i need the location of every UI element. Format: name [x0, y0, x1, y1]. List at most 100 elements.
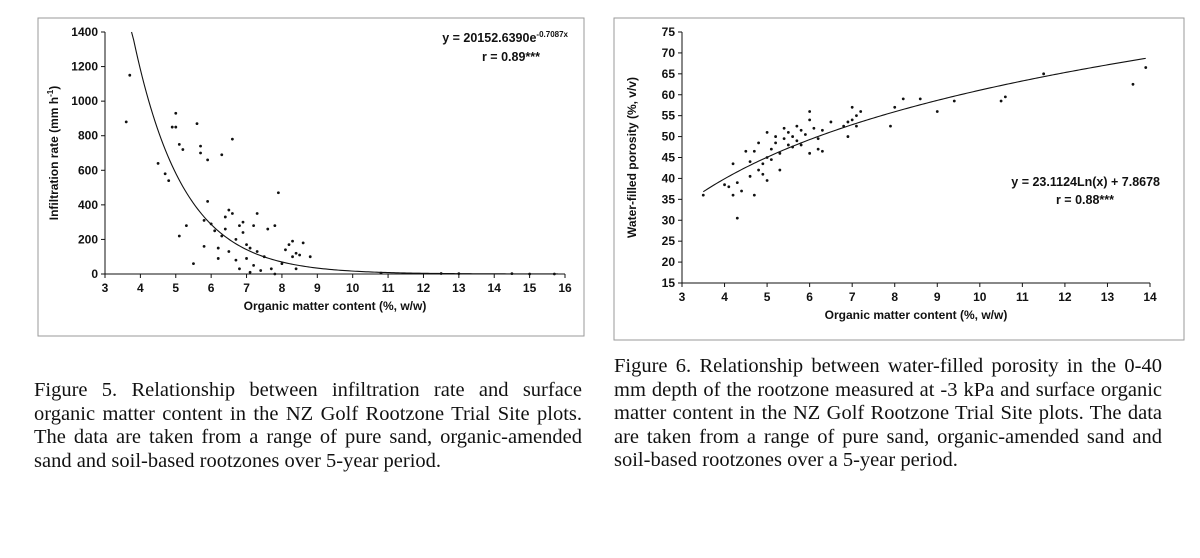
- data-point: [774, 135, 777, 138]
- data-point: [859, 110, 863, 113]
- figure-5-caption: Figure 5. Relationship between infiltrat…: [34, 379, 582, 472]
- data-point: [255, 212, 259, 215]
- y-axis-label: Water-filled porosity (%, v/v): [625, 77, 639, 238]
- x-axis-label: Organic matter content (%, w/w): [244, 299, 427, 313]
- data-point: [999, 99, 1003, 103]
- y-tick-label: 1200: [71, 60, 98, 74]
- data-point: [1042, 72, 1046, 76]
- x-tick-label: 15: [523, 281, 537, 295]
- data-point: [184, 224, 188, 228]
- data-point: [757, 141, 760, 145]
- data-point: [181, 148, 185, 151]
- data-point: [918, 97, 922, 101]
- chart-frame: [37, 17, 585, 337]
- data-point: [213, 229, 217, 233]
- data-point: [765, 179, 769, 182]
- x-tick-label: 5: [764, 290, 771, 304]
- data-point: [252, 224, 256, 228]
- data-point: [245, 257, 248, 260]
- data-point: [206, 158, 210, 162]
- data-point: [786, 143, 790, 147]
- data-point: [223, 215, 227, 219]
- data-point: [701, 193, 705, 197]
- y-tick-label: 600: [78, 163, 98, 177]
- data-point: [170, 125, 174, 129]
- r-value-label: r = 0.89***: [482, 50, 540, 64]
- data-point: [761, 162, 765, 166]
- data-point: [192, 262, 195, 266]
- x-tick-label: 10: [346, 281, 360, 295]
- data-point: [808, 151, 812, 155]
- data-point: [727, 185, 731, 189]
- data-point: [238, 267, 241, 271]
- data-point: [269, 267, 273, 271]
- data-point: [298, 253, 302, 257]
- data-point: [935, 110, 939, 113]
- data-point: [761, 172, 765, 176]
- data-point: [735, 181, 739, 185]
- data-point: [846, 120, 850, 124]
- data-point: [821, 128, 824, 132]
- data-point: [1003, 95, 1007, 99]
- data-point: [752, 149, 756, 153]
- figure-5: 0 200 400 600 800 1000 1200 1400 3 4 5 6 7 8 9 10 11 12 13…: [34, 17, 585, 472]
- data-point: [808, 110, 812, 113]
- data-point: [234, 238, 238, 241]
- chart-frame: [613, 17, 1185, 341]
- data-point: [177, 234, 181, 238]
- data-point: [294, 251, 298, 255]
- data-point: [816, 137, 820, 141]
- data-point: [276, 191, 280, 195]
- data-point: [795, 124, 799, 128]
- data-point: [174, 125, 178, 129]
- data-point: [952, 99, 956, 103]
- equation-label: y = 20152.6390e-0.7087x: [442, 30, 568, 45]
- x-tick-label: 14: [488, 281, 502, 295]
- x-tick-label: 9: [934, 290, 941, 304]
- data-point: [552, 272, 556, 276]
- data-point: [782, 137, 786, 141]
- data-point: [850, 118, 854, 122]
- x-tick-label: 12: [417, 281, 431, 295]
- data-point: [846, 135, 850, 138]
- x-tick-label: 6: [208, 281, 215, 295]
- data-point: [855, 114, 858, 118]
- data-point: [301, 241, 305, 245]
- data-point: [252, 263, 256, 267]
- infiltration-chart: 0 200 400 600 800 1000 1200 1400 3 4 5 6 7 8 9 10 11 12 13…: [37, 17, 585, 337]
- data-point: [808, 118, 812, 122]
- y-tick-label: 20: [662, 255, 676, 269]
- data-point: [262, 255, 266, 259]
- data-point: [156, 161, 160, 165]
- y-tick-label: 1400: [71, 25, 98, 39]
- x-tick-label: 7: [849, 290, 856, 304]
- y-tick-label: 30: [662, 213, 676, 227]
- x-tick-label: 11: [1016, 290, 1029, 304]
- data-point: [782, 126, 786, 130]
- data-point: [1144, 66, 1148, 69]
- data-point: [230, 212, 234, 215]
- data-point: [238, 224, 241, 228]
- data-point: [799, 128, 803, 132]
- data-point: [795, 139, 799, 143]
- data-point: [816, 147, 820, 151]
- data-point: [234, 258, 238, 262]
- y-tick-label: 25: [662, 234, 676, 248]
- data-point: [174, 111, 178, 115]
- data-point: [167, 179, 171, 183]
- y-tick-label: 800: [78, 129, 98, 143]
- data-point: [128, 73, 132, 77]
- data-point: [748, 174, 752, 178]
- data-point: [855, 124, 858, 128]
- data-point: [740, 189, 743, 193]
- data-point: [245, 243, 248, 247]
- y-tick-label: 50: [662, 130, 676, 144]
- data-point: [220, 153, 224, 157]
- y-tick-label: 60: [662, 88, 676, 102]
- data-point: [757, 168, 760, 172]
- y-tick-label: 1000: [71, 94, 98, 108]
- data-point: [829, 120, 833, 124]
- data-point: [291, 255, 294, 259]
- data-point: [791, 135, 795, 138]
- data-point: [439, 272, 443, 275]
